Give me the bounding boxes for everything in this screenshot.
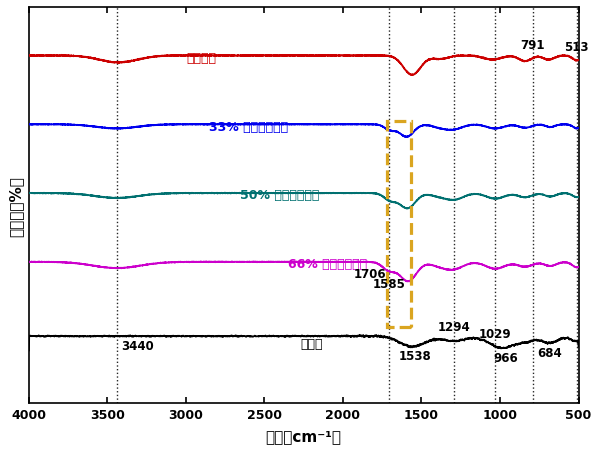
Text: 966: 966 [493,352,518,365]
Text: 1585: 1585 [373,277,406,290]
Text: 活性炭: 活性炭 [301,337,323,350]
Text: 50% 活性炭铋材料: 50% 活性炭铋材料 [241,189,320,202]
Text: 1294: 1294 [437,320,470,333]
Bar [387,122,411,327]
Text: 1706: 1706 [353,268,386,281]
Text: 791: 791 [521,39,545,52]
Text: 33% 活性炭铋材料: 33% 活性炭铋材料 [209,120,289,133]
Text: 1029: 1029 [479,327,512,340]
Text: 66% 活性炭铋材料: 66% 活性炭铋材料 [288,258,367,271]
Y-axis label: 透光率（%）: 透光率（%） [8,175,23,236]
X-axis label: 波数（cm⁻¹）: 波数（cm⁻¹） [266,428,342,443]
Text: 1538: 1538 [399,349,432,362]
Text: 513: 513 [564,41,589,54]
Text: 684: 684 [537,346,562,359]
Text: 碲氧化铋: 碲氧化铋 [187,51,217,64]
Text: 3440: 3440 [121,339,154,352]
